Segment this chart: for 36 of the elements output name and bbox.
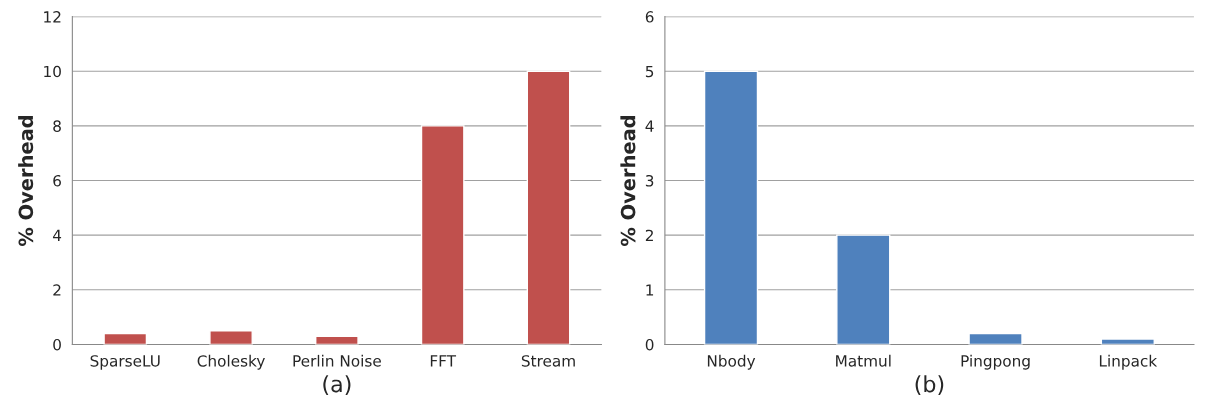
y-tick-label: 0 xyxy=(645,338,654,351)
y-tick-label: 4 xyxy=(52,229,62,241)
y-tick-label: 6 xyxy=(53,174,61,187)
bar xyxy=(315,335,359,345)
x-tick-label: Pingpong xyxy=(961,354,1030,370)
y-axis-title: % Overhead xyxy=(620,116,636,247)
y-tick-label: 1 xyxy=(646,284,654,296)
bar xyxy=(526,70,571,345)
x-tick-label: FFT xyxy=(430,355,457,367)
bar xyxy=(703,70,759,345)
x-tick-label: Cholesky xyxy=(197,354,265,370)
y-tick-label: 3 xyxy=(645,174,654,187)
x-tick-label: Matmul xyxy=(836,354,891,367)
bar xyxy=(968,332,1023,345)
x-tick-label: Perlin Noise xyxy=(293,354,381,367)
x-axis-title: (b) xyxy=(915,375,944,396)
y-tick-label: 5 xyxy=(645,65,654,78)
bar xyxy=(836,234,891,345)
x-tick-label: Linpack xyxy=(1099,354,1158,370)
y-tick-label: 12 xyxy=(44,11,61,23)
y-tick-label: 2 xyxy=(53,284,61,296)
y-tick-label: 10 xyxy=(44,65,61,78)
y-tick-label: 2 xyxy=(645,229,653,241)
bar xyxy=(1100,338,1155,345)
y-tick-label: 6 xyxy=(645,11,654,23)
x-tick-label: Nbody xyxy=(707,354,756,370)
x-tick-label: SparseLU xyxy=(90,355,160,370)
bar xyxy=(209,330,253,345)
y-tick-label: 8 xyxy=(53,120,61,132)
y-tick-label: 0 xyxy=(53,338,61,351)
bar xyxy=(420,125,465,345)
y-axis-title: % Overhead xyxy=(18,116,34,247)
x-axis-title: (a) xyxy=(323,375,351,396)
y-tick-label: 4 xyxy=(645,120,654,132)
bar xyxy=(103,332,148,345)
x-tick-label: Stream xyxy=(521,355,575,367)
